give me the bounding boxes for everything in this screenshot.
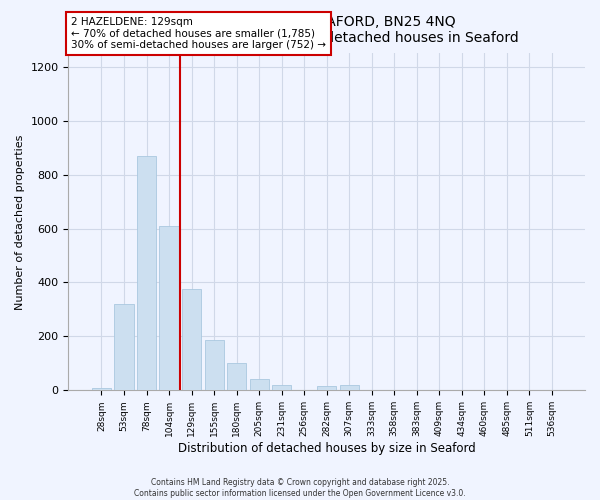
- Bar: [272, 385, 291, 390]
- Bar: [227, 364, 246, 390]
- Title: 2, HAZELDENE, SEAFORD, BN25 4NQ
Size of property relative to detached houses in : 2, HAZELDENE, SEAFORD, BN25 4NQ Size of …: [135, 15, 518, 45]
- Bar: [317, 386, 336, 390]
- Text: 2 HAZELDENE: 129sqm
← 70% of detached houses are smaller (1,785)
30% of semi-det: 2 HAZELDENE: 129sqm ← 70% of detached ho…: [71, 16, 326, 50]
- X-axis label: Distribution of detached houses by size in Seaford: Distribution of detached houses by size …: [178, 442, 476, 455]
- Text: Contains HM Land Registry data © Crown copyright and database right 2025.
Contai: Contains HM Land Registry data © Crown c…: [134, 478, 466, 498]
- Bar: [340, 385, 359, 390]
- Bar: [182, 289, 201, 390]
- Bar: [137, 156, 156, 390]
- Bar: [92, 388, 111, 390]
- Bar: [250, 379, 269, 390]
- Bar: [205, 340, 224, 390]
- Y-axis label: Number of detached properties: Number of detached properties: [15, 134, 25, 310]
- Bar: [115, 304, 134, 390]
- Bar: [160, 226, 179, 390]
